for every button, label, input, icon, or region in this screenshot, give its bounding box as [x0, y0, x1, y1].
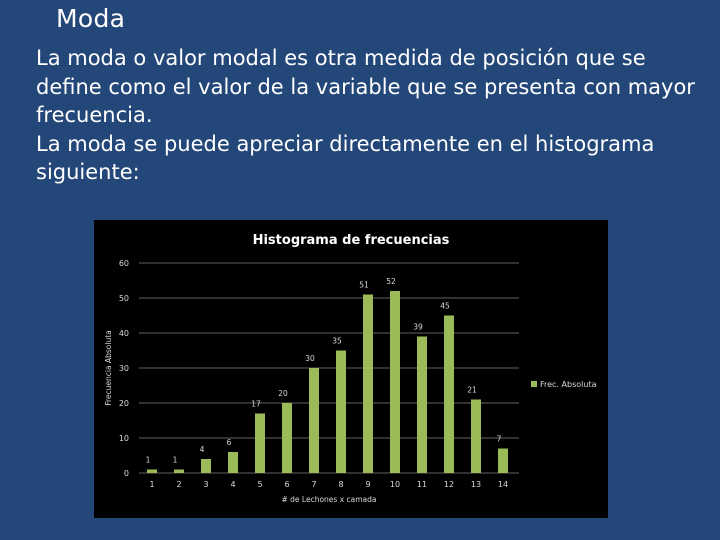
x-tick-label: 3 — [203, 480, 208, 489]
histogram-intro-paragraph: La moda se puede apreciar directamente e… — [36, 131, 655, 185]
bar-value-label: 20 — [278, 389, 288, 398]
bar-value-label: 6 — [227, 438, 232, 447]
x-tick-label: 14 — [498, 480, 508, 489]
bar-value-label: 30 — [305, 354, 315, 363]
histogram-bar — [363, 294, 373, 473]
bar-value-label: 52 — [386, 277, 396, 286]
y-tick-label: 40 — [119, 329, 129, 338]
bar-value-label: 39 — [413, 323, 423, 332]
y-tick-label: 50 — [119, 294, 129, 303]
bar-value-label: 17 — [251, 400, 261, 409]
bar-value-label: 7 — [497, 435, 502, 444]
histogram-bar — [174, 469, 184, 473]
y-tick-label: 60 — [119, 259, 129, 268]
histogram-bar — [147, 469, 157, 473]
chart-title: Histograma de frecuencias — [253, 233, 450, 248]
slide-title: Moda — [56, 4, 126, 33]
definition-paragraph: La moda o valor modal es otra medida de … — [36, 46, 695, 127]
histogram-bar — [390, 291, 400, 473]
y-axis-title: Frecuencia Absoluta — [104, 330, 113, 406]
x-tick-label: 5 — [257, 480, 262, 489]
x-tick-label: 13 — [471, 480, 481, 489]
bar-value-label: 21 — [467, 386, 477, 395]
bar-value-label: 35 — [332, 337, 342, 346]
x-axis-title: # de Lechones x camada — [281, 495, 376, 504]
histogram-bar — [201, 459, 211, 473]
y-tick-label: 20 — [119, 399, 129, 408]
y-tick-label: 10 — [119, 434, 129, 443]
histogram-bar — [417, 336, 427, 473]
x-tick-label: 2 — [176, 480, 181, 489]
x-tick-label: 10 — [390, 480, 400, 489]
histogram-bar — [228, 452, 238, 473]
x-tick-label: 9 — [365, 480, 370, 489]
x-tick-label: 11 — [417, 480, 427, 489]
x-tick-label: 4 — [230, 480, 235, 489]
histogram-bar — [498, 448, 508, 473]
x-tick-label: 12 — [444, 480, 454, 489]
x-tick-label: 7 — [311, 480, 316, 489]
histogram-bar — [336, 350, 346, 473]
bar-value-label: 4 — [200, 445, 205, 454]
bar-value-label: 51 — [359, 281, 369, 290]
y-tick-label: 0 — [124, 469, 129, 478]
histogram-bar — [444, 315, 454, 473]
histogram-bar — [255, 413, 265, 473]
bar-value-label: 1 — [173, 456, 178, 465]
bar-value-label: 1 — [146, 456, 151, 465]
legend-swatch — [531, 381, 537, 387]
histogram-bar — [282, 403, 292, 473]
legend-label: Frec. Absoluta — [540, 380, 597, 389]
histogram-svg: Histograma de frecuencias 0 10 20 30 40 50 60 Fr… — [104, 233, 597, 504]
histogram-chart: Histograma de frecuencias 0 10 20 30 40 50 60 Fr… — [94, 220, 608, 518]
x-tick-label: 8 — [338, 480, 343, 489]
histogram-bar — [471, 399, 481, 473]
x-tick-label: 1 — [149, 480, 154, 489]
histogram-bar — [309, 368, 319, 473]
y-tick-label: 30 — [119, 364, 129, 373]
slide-body-text: La moda o valor modal es otra medida de … — [36, 44, 696, 187]
bar-value-label: 45 — [440, 302, 450, 311]
x-tick-label: 6 — [284, 480, 289, 489]
